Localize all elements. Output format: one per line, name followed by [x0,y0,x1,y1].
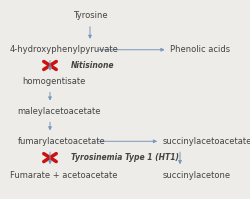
Text: Fumarate + acetoacetate: Fumarate + acetoacetate [10,171,118,180]
Text: maleylacetoacetate: maleylacetoacetate [18,107,101,116]
Text: fumarylacetoacetate: fumarylacetoacetate [18,137,105,146]
Text: Tyrosinemia Type 1 (HT1): Tyrosinemia Type 1 (HT1) [71,153,179,162]
Text: succinylacetone: succinylacetone [162,171,230,180]
Text: 4-hydroxyphenylpyruvate: 4-hydroxyphenylpyruvate [10,45,119,54]
Text: Nitisinone: Nitisinone [71,61,115,70]
Text: Phenolic acids: Phenolic acids [170,45,230,54]
Text: succinylacetoacetate: succinylacetoacetate [162,137,250,146]
Text: homogentisate: homogentisate [22,77,86,86]
Text: Tyrosine: Tyrosine [73,11,107,20]
